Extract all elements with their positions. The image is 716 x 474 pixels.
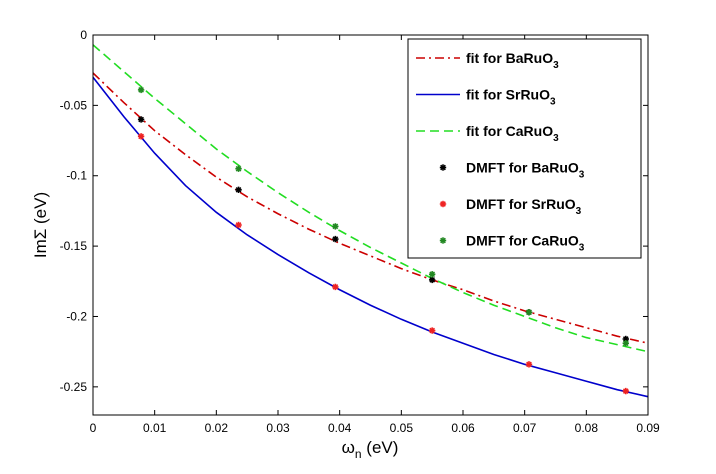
y-axis: 0 -0.05 -0.1 -0.15 -0.2 -0.25 — [60, 28, 648, 394]
y-tick-label: -0.1 — [66, 169, 87, 183]
legend-item: fit for CaRuO3 — [416, 123, 559, 144]
x-tick-label: 0.08 — [575, 421, 599, 435]
x-axis: 0 0.01 0.02 0.03 0.04 0.05 0.06 0.07 0.08 0.09 — [90, 35, 660, 435]
data-point-3-2 — [332, 235, 339, 243]
data-point-4-1 — [235, 221, 242, 229]
x-tick-label: 0.05 — [390, 421, 414, 435]
data-point-4-5 — [622, 387, 629, 395]
legend-label: fit for BaRuO3 — [466, 50, 559, 71]
data-point-4-4 — [525, 361, 533, 368]
legend-item: DMFT for CaRuO3 — [439, 233, 585, 254]
legend-label: DMFT for SrRuO3 — [466, 196, 582, 217]
y-axis-label: ImΣ (eV) — [31, 192, 50, 258]
x-tick-label: 0.01 — [143, 421, 167, 435]
legend-label: fit for SrRuO3 — [466, 87, 556, 108]
y-tick-label: -0.25 — [60, 380, 88, 394]
legend: fit for BaRuO3 fit for SrRuO3 fit for CaRu… — [407, 38, 642, 259]
data-point-5-4 — [525, 309, 533, 316]
legend-item: DMFT for BaRuO3 — [439, 160, 585, 181]
data-point-4-0 — [137, 133, 145, 140]
axes-frame — [92, 34, 649, 416]
legend-item: fit for SrRuO3 — [416, 87, 556, 108]
x-axis-label-subscript: n — [355, 447, 362, 461]
data-point-5-0 — [137, 86, 145, 94]
data-point-3-3 — [428, 276, 436, 284]
data-point-5-2 — [332, 223, 339, 230]
data-point-3-1 — [235, 186, 242, 194]
data-point-3-0 — [137, 116, 145, 123]
x-tick-label: 0 — [90, 421, 97, 435]
legend-label: DMFT for BaRuO3 — [466, 160, 585, 181]
data-point-5-5 — [622, 340, 629, 347]
x-tick-label: 0.09 — [636, 421, 660, 435]
y-tick-label: -0.15 — [60, 239, 88, 253]
plot-area — [92, 44, 649, 398]
legend-marker — [439, 237, 447, 244]
series-line-1 — [92, 76, 649, 398]
y-tick-label: -0.05 — [60, 98, 88, 112]
data-point-4-2 — [332, 283, 339, 291]
legend-box — [407, 38, 642, 259]
data-point-5-1 — [235, 165, 242, 172]
x-tick-label: 0.07 — [513, 421, 537, 435]
x-tick-label: 0.04 — [328, 421, 352, 435]
legend-item: fit for BaRuO3 — [416, 50, 559, 71]
x-tick-label: 0.02 — [205, 421, 229, 435]
legend-marker — [439, 164, 447, 171]
y-tick-label: -0.2 — [66, 309, 87, 323]
legend-item: DMFT for SrRuO3 — [439, 196, 582, 217]
legend-label: DMFT for CaRuO3 — [466, 233, 585, 254]
series-line-2 — [92, 44, 649, 353]
data-point-4-3 — [428, 327, 436, 334]
y-tick-label: 0 — [80, 28, 87, 42]
x-axis-label: ωn (eV) — [342, 438, 399, 461]
x-tick-label: 0.06 — [451, 421, 475, 435]
data-point-5-3 — [428, 271, 436, 278]
legend-label: fit for CaRuO3 — [466, 123, 559, 144]
legend-marker — [439, 200, 447, 208]
x-tick-label: 0.03 — [266, 421, 290, 435]
